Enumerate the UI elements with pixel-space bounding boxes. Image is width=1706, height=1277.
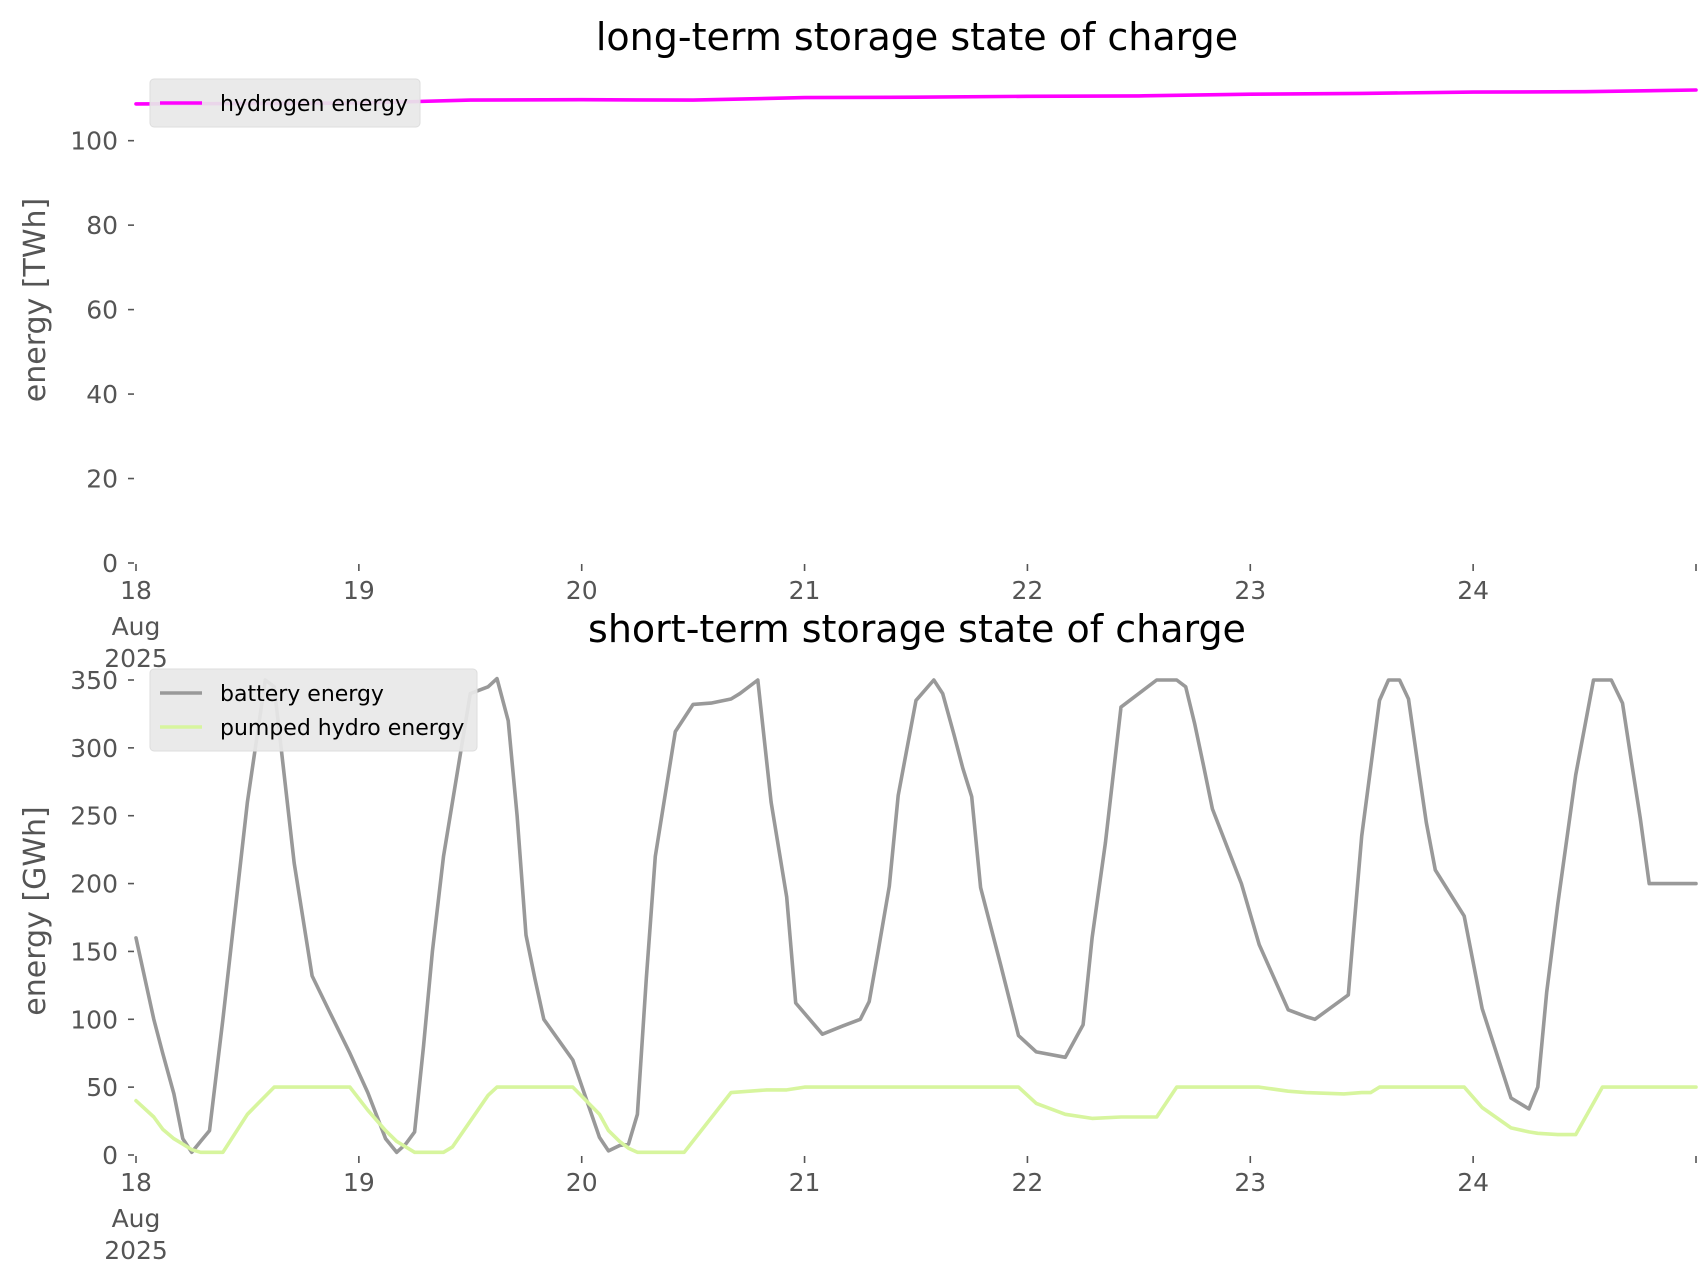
x-tick-label: 21 xyxy=(789,1168,821,1197)
x-tick-sublabel: Aug xyxy=(112,1204,161,1233)
y-tick-label: 150 xyxy=(70,937,118,966)
y-tick-label: 50 xyxy=(86,1073,118,1102)
legend-box xyxy=(149,78,421,128)
series-lines xyxy=(134,676,1698,1155)
series-line-1 xyxy=(134,1085,1698,1155)
x-tick-label: 23 xyxy=(1234,1168,1266,1197)
x-tick-label: 18 xyxy=(120,576,152,605)
legend: battery energy pumped hydro energy xyxy=(149,668,478,752)
legend-label: pumped hydro energy xyxy=(220,716,464,741)
x-tick-sublabel: 2025 xyxy=(104,1236,168,1265)
legend-label: hydrogen energy xyxy=(220,92,408,117)
y-tick-label: 300 xyxy=(70,734,118,763)
x-tick-sublabel: 2025 xyxy=(104,644,168,673)
x-tick-label: 23 xyxy=(1234,576,1266,605)
x-tick-label: 19 xyxy=(343,1168,375,1197)
legend: hydrogen energy xyxy=(149,78,421,128)
chart-title: short-term storage state of charge xyxy=(588,607,1246,651)
x-tick-label: 21 xyxy=(789,576,821,605)
long-term-storage-chart: long-term storage state of charge energy… xyxy=(18,15,1698,673)
x-tick-label: 20 xyxy=(566,1168,598,1197)
y-tick-label: 250 xyxy=(70,802,118,831)
x-tick-label: 18 xyxy=(120,1168,152,1197)
x-ticks: 18 Aug 2025 19 20 21 22 23 24 xyxy=(104,564,1697,673)
x-ticks: 18 Aug 2025 19 20 21 22 23 24 xyxy=(104,1156,1697,1265)
y-tick-label: 60 xyxy=(86,296,118,325)
x-tick-label: 20 xyxy=(566,576,598,605)
x-tick-label: 22 xyxy=(1012,1168,1044,1197)
y-tick-label: 80 xyxy=(86,211,118,240)
x-tick-sublabel: Aug xyxy=(112,612,161,641)
y-tick-label: 20 xyxy=(86,465,118,494)
y-tick-label: 200 xyxy=(70,870,118,899)
y-tick-label: 100 xyxy=(70,127,118,156)
chart-title: long-term storage state of charge xyxy=(596,15,1238,59)
y-ticks: 0 20 40 60 80 100 xyxy=(70,127,134,578)
x-tick-label: 24 xyxy=(1457,576,1489,605)
legend-box xyxy=(149,668,478,752)
x-tick-label: 24 xyxy=(1457,1168,1489,1197)
x-tick-label: 22 xyxy=(1012,576,1044,605)
y-tick-label: 100 xyxy=(70,1005,118,1034)
y-tick-label: 0 xyxy=(102,1141,118,1170)
y-axis-label: energy [GWh] xyxy=(18,806,53,1015)
y-tick-label: 40 xyxy=(86,380,118,409)
series-line-0 xyxy=(134,676,1698,1155)
y-ticks: 0 50 100 150 200 250 300 350 xyxy=(70,666,134,1170)
y-axis-label: energy [TWh] xyxy=(18,198,53,402)
short-term-storage-chart: short-term storage state of charge energ… xyxy=(18,607,1698,1265)
x-tick-label: 19 xyxy=(343,576,375,605)
y-tick-label: 350 xyxy=(70,666,118,695)
legend-label: battery energy xyxy=(220,682,384,707)
y-tick-label: 0 xyxy=(102,549,118,578)
